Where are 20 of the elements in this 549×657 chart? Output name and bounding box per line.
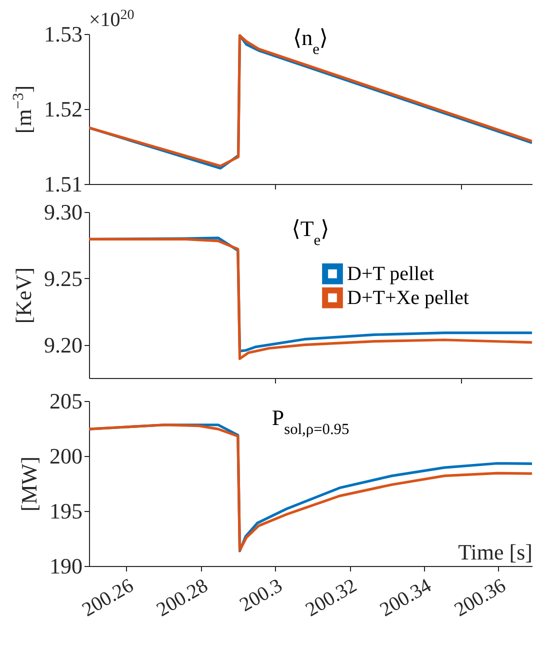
y-tick-label: 9.20 xyxy=(44,332,82,358)
chart-title: ⟨T$_{e}$⟩ xyxy=(292,216,330,248)
x-axis-title: Time [s] xyxy=(458,540,532,564)
y-tick-label: 1.51 xyxy=(44,172,82,196)
chart-title: P$_{sol,ρ=0.95}$ xyxy=(272,405,350,438)
y-axis-title: [KeV] xyxy=(11,267,36,324)
y-tick-label: 190 xyxy=(50,554,82,578)
y-tick-label: 9.30 xyxy=(44,200,82,224)
y-tick-label: 200 xyxy=(50,444,82,468)
y-tick-label: 195 xyxy=(50,498,82,524)
legend-label: D+T pellet xyxy=(347,262,434,285)
x-tick-label: 200.3 xyxy=(236,574,286,616)
text: ×10$^{20}$ xyxy=(89,8,134,31)
legend-label: D+T+Xe pellet xyxy=(347,286,470,309)
y-tick-label: 205 xyxy=(50,388,82,414)
y-tick-label: 1.53 xyxy=(44,22,82,46)
y-axis-title: [MW] xyxy=(16,456,42,512)
chart-title: ⟨n$_{e}$⟩ xyxy=(292,25,328,58)
y-tick-label: 1.52 xyxy=(44,96,82,122)
y-tick-label: 9.25 xyxy=(44,266,82,291)
